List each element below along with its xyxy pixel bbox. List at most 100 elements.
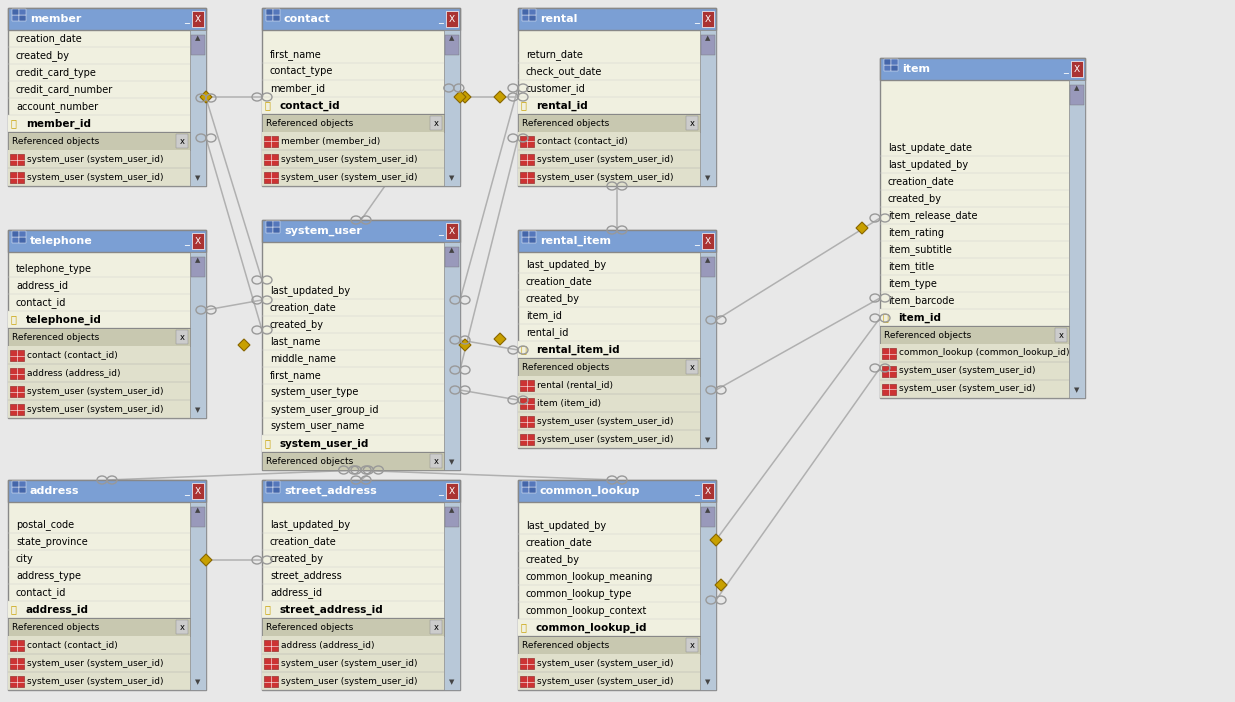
Text: 🔑: 🔑	[266, 439, 270, 449]
Text: ▼: ▼	[705, 175, 710, 181]
Bar	[262, 672, 445, 690]
Bar	[701, 507, 715, 527]
Bar	[529, 481, 536, 487]
Bar	[517, 97, 700, 114]
Text: telephone: telephone	[30, 236, 93, 246]
Bar	[7, 328, 190, 346]
Text: street_address: street_address	[270, 570, 342, 581]
Text: X: X	[705, 15, 711, 23]
Bar	[881, 362, 1070, 380]
Text: ▲: ▲	[705, 257, 710, 263]
Text: street_address_id: street_address_id	[280, 604, 384, 615]
Text: address_id: address_id	[26, 604, 89, 615]
Bar	[446, 483, 458, 499]
Bar	[266, 481, 273, 487]
Bar	[517, 480, 716, 502]
Bar	[273, 221, 280, 227]
Bar	[7, 636, 190, 654]
Text: first_name: first_name	[270, 49, 322, 60]
Text: x: x	[179, 333, 184, 341]
Text: first_name: first_name	[270, 370, 322, 381]
Bar	[517, 619, 700, 636]
Bar	[262, 601, 445, 618]
Polygon shape	[238, 339, 249, 351]
Bar	[529, 9, 536, 15]
Bar	[12, 15, 19, 21]
Text: last_name: last_name	[270, 336, 320, 347]
Text: item_subtitle: item_subtitle	[888, 244, 952, 255]
Bar	[881, 58, 1086, 80]
Text: address (address_id): address (address_id)	[27, 369, 121, 378]
Text: x: x	[689, 119, 694, 128]
Text: middle_name: middle_name	[270, 353, 336, 364]
Bar	[7, 654, 190, 672]
Text: X: X	[450, 15, 454, 23]
Text: contact (contact_id): contact (contact_id)	[27, 350, 117, 359]
Text: last_updated_by: last_updated_by	[270, 519, 351, 530]
Text: item_release_date: item_release_date	[888, 210, 977, 221]
Bar	[12, 9, 19, 15]
Bar	[273, 15, 280, 21]
Text: ▼: ▼	[1074, 387, 1079, 393]
Text: system_user (system_user_id): system_user (system_user_id)	[282, 658, 417, 668]
Bar	[881, 380, 1070, 398]
Bar	[7, 230, 206, 252]
Bar	[7, 618, 190, 636]
Bar	[7, 400, 190, 418]
Bar	[445, 242, 459, 470]
Text: common_lookup_id: common_lookup_id	[536, 623, 647, 633]
Text: return_date: return_date	[526, 49, 583, 60]
Text: system_user (system_user_id): system_user (system_user_id)	[537, 416, 673, 425]
Bar	[701, 257, 715, 277]
Text: created_by: created_by	[16, 50, 70, 61]
Text: ▼: ▼	[705, 437, 710, 443]
Bar	[273, 227, 280, 233]
Text: system_user (system_user_id): system_user (system_user_id)	[537, 154, 673, 164]
Text: member_id: member_id	[270, 83, 325, 94]
Bar	[522, 481, 529, 487]
Text: 🔑: 🔑	[266, 100, 270, 110]
Text: X: X	[195, 237, 201, 246]
Text: telephone_type: telephone_type	[16, 263, 91, 274]
Bar	[445, 30, 459, 186]
Bar	[529, 237, 536, 243]
Text: 🔑: 🔑	[11, 604, 17, 614]
Text: _: _	[438, 14, 443, 24]
Bar	[522, 9, 529, 15]
Bar	[517, 341, 700, 358]
Bar	[10, 386, 23, 397]
Text: _: _	[438, 486, 443, 496]
Bar	[517, 230, 716, 448]
Text: system_user (system_user_id): system_user (system_user_id)	[537, 435, 673, 444]
Bar	[517, 376, 700, 394]
Bar	[517, 430, 700, 448]
Text: 🔑: 🔑	[266, 604, 270, 614]
Bar	[264, 154, 278, 165]
Bar	[7, 672, 190, 690]
Bar	[10, 676, 23, 687]
Text: 🔑: 🔑	[521, 623, 527, 633]
Polygon shape	[715, 579, 727, 591]
Bar	[19, 231, 26, 237]
Bar	[884, 59, 890, 65]
Bar	[262, 480, 459, 502]
Text: account_number: account_number	[16, 101, 98, 112]
Bar	[273, 481, 280, 487]
Text: Referenced objects: Referenced objects	[266, 623, 353, 632]
Bar	[273, 9, 280, 15]
Polygon shape	[200, 554, 212, 566]
Bar	[520, 434, 534, 445]
Bar	[7, 480, 206, 502]
Text: check_out_date: check_out_date	[526, 66, 603, 77]
Text: system_user (system_user_id): system_user (system_user_id)	[27, 173, 163, 182]
Bar	[19, 481, 26, 487]
Text: ▼: ▼	[450, 459, 454, 465]
Text: system_user (system_user_id): system_user (system_user_id)	[27, 154, 163, 164]
Text: street_address: street_address	[284, 486, 377, 496]
Bar	[700, 252, 716, 448]
Text: X: X	[1074, 65, 1081, 74]
Bar	[517, 636, 700, 654]
Bar	[701, 483, 714, 499]
Bar	[520, 658, 534, 669]
Text: common_lookup_meaning: common_lookup_meaning	[526, 571, 653, 582]
